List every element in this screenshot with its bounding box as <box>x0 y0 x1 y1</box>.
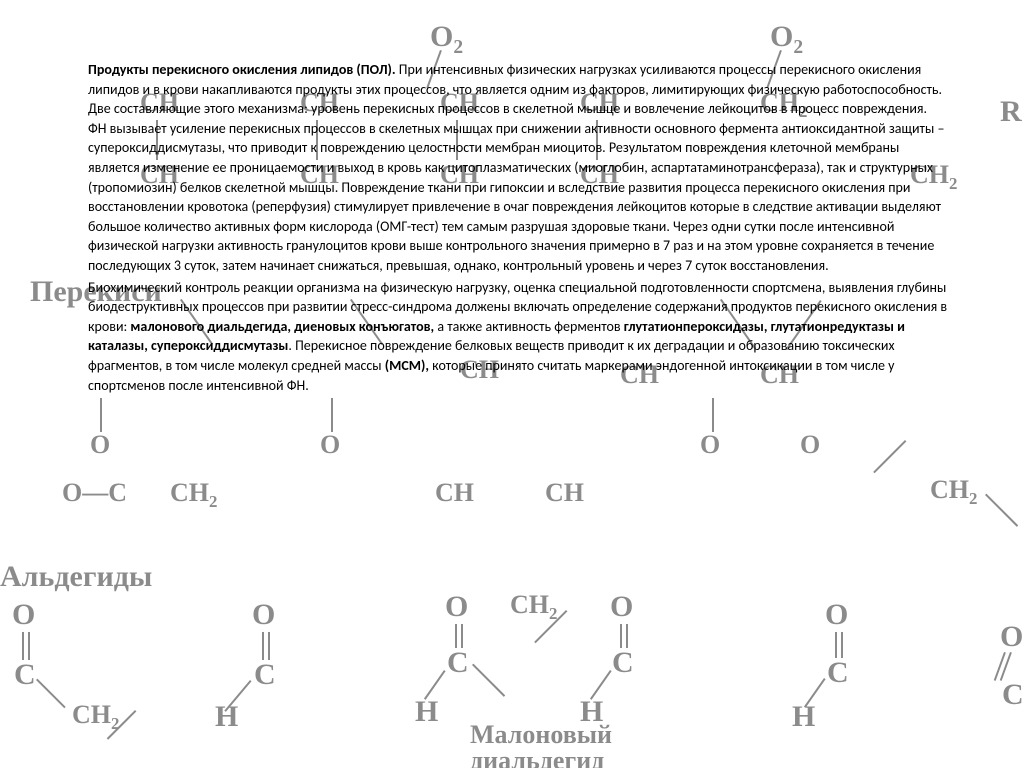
chem-o: O <box>700 430 720 460</box>
chem-o2-1: O2 <box>430 20 463 59</box>
chem-ch2: CH2 <box>510 590 557 624</box>
chem-ch2: CH2 <box>930 475 977 509</box>
chem-o2-2: O2 <box>770 20 803 59</box>
bond <box>331 398 333 432</box>
chem-c: C <box>14 658 36 692</box>
label-malonovy-2: диальдегид <box>470 746 604 768</box>
bond <box>873 440 906 473</box>
chem-h: H <box>792 700 815 734</box>
paragraph-1: Продукты перекисного окисления липидов (… <box>88 60 948 276</box>
chem-ch: CH <box>435 478 474 508</box>
chem-ch2: CH2 <box>72 700 119 734</box>
chem-o: O <box>825 598 848 632</box>
chem-o: O <box>800 430 820 460</box>
bond <box>841 632 843 658</box>
bond <box>22 632 24 660</box>
bond <box>461 624 463 648</box>
paragraph-2: Биохимический контроль реакции организма… <box>88 278 948 396</box>
bond <box>626 624 628 648</box>
bond <box>712 398 714 432</box>
article-text: Продукты перекисного окисления липидов (… <box>88 60 948 397</box>
chem-h: H <box>215 700 238 734</box>
chem-ch: CH <box>545 478 584 508</box>
chem-o: O <box>610 590 633 624</box>
bond <box>455 624 457 648</box>
chem-o: O <box>320 430 340 460</box>
bond <box>100 398 102 432</box>
title-bold: Продукты перекисного окисления липидов (… <box>88 61 399 78</box>
chem-c: C <box>612 646 634 680</box>
bond <box>262 632 264 660</box>
chem-o: O <box>12 598 35 632</box>
chem-o: O <box>90 430 110 460</box>
chem-o: O <box>252 598 275 632</box>
chem-o: O <box>445 590 468 624</box>
chem-r: R <box>1000 95 1022 129</box>
chem-c: C <box>1002 678 1024 712</box>
chem-o: O <box>1000 620 1023 654</box>
p2-c: а также активность ферментов <box>434 318 624 335</box>
bond <box>472 664 505 697</box>
bond <box>620 624 622 648</box>
bond <box>985 494 1018 527</box>
label-aldegidy: Альдегиды <box>0 560 152 594</box>
p2-b: малонового диальдегида, диеновых конъюга… <box>130 318 434 335</box>
bond <box>28 632 30 660</box>
bond <box>36 679 66 709</box>
p1-body: При интенсивных физических нагрузках уси… <box>88 61 944 274</box>
chem-c: C <box>254 658 276 692</box>
bond <box>268 632 270 660</box>
chem-ch2: CH2 <box>170 478 217 512</box>
chem-h: H <box>415 695 438 729</box>
chem-c: C <box>447 646 469 680</box>
p2-f: (МСМ), <box>385 357 429 374</box>
bond <box>835 632 837 658</box>
chem-c: C <box>827 656 849 690</box>
chem-oc: O—C <box>62 478 127 508</box>
